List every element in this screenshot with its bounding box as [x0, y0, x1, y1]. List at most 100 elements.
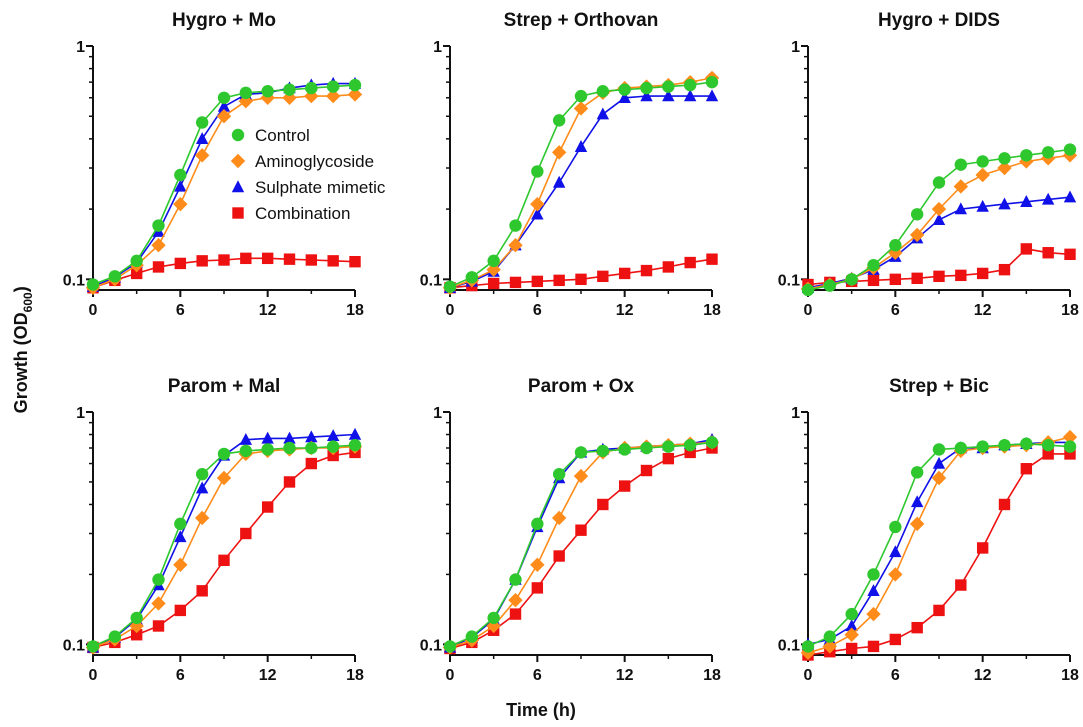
data-point: [240, 527, 252, 540]
data-point: [889, 239, 902, 252]
data-point: [1063, 440, 1077, 453]
chart-panel-2: Strep + Orthovan 0.1 1 0 6 12 18: [420, 10, 721, 319]
data-point: [998, 263, 1011, 276]
legend-marker-triangle: [231, 180, 245, 193]
y-axis-label-text: Growth (OD: [11, 312, 32, 414]
data-point: [326, 440, 340, 453]
data-point: [283, 441, 296, 455]
data-point: [553, 274, 565, 287]
data-point: [597, 270, 609, 283]
data-point: [1041, 146, 1055, 159]
y-tick-label: 0.1: [420, 272, 442, 289]
data-point: [889, 545, 902, 558]
data-point: [932, 443, 946, 456]
data-point: [282, 90, 297, 105]
chart-title: Strep + Bic: [889, 376, 989, 397]
y-tick-label: 1: [433, 39, 442, 56]
data-point: [552, 114, 566, 127]
chart-title: Parom + Ox: [528, 376, 635, 397]
data-point: [349, 255, 361, 268]
data-point: [823, 279, 837, 292]
x-tick-label: 12: [974, 667, 992, 684]
data-point: [305, 430, 318, 443]
data-point: [574, 446, 588, 459]
data-point: [129, 618, 144, 634]
data-point: [486, 618, 501, 634]
y-tick-label: 0.1: [778, 272, 800, 289]
data-point: [465, 630, 479, 643]
x-tick-label: 18: [346, 667, 364, 684]
data-point: [867, 584, 880, 597]
data-point: [909, 516, 925, 532]
data-point: [954, 441, 968, 455]
data-point: [931, 201, 947, 217]
data-point: [618, 443, 631, 456]
data-point: [640, 89, 653, 102]
data-point: [531, 275, 544, 288]
data-point: [305, 457, 318, 470]
data-point: [976, 199, 989, 212]
data-point: [662, 80, 675, 93]
x-tick-label: 18: [703, 667, 721, 684]
data-point: [326, 429, 340, 441]
data-point: [640, 464, 653, 477]
data-point: [705, 75, 719, 89]
data-point: [240, 252, 252, 265]
data-point: [1062, 429, 1078, 445]
data-point: [823, 630, 837, 643]
x-tick-label: 12: [259, 302, 277, 319]
data-point: [867, 258, 880, 272]
data-point: [618, 91, 631, 103]
data-point: [845, 607, 858, 621]
data-point: [597, 498, 609, 511]
data-point: [216, 470, 232, 486]
x-tick-label: 6: [533, 302, 542, 319]
x-tick-label: 18: [346, 302, 364, 319]
data-point: [683, 438, 697, 452]
data-point: [283, 83, 296, 96]
data-point: [152, 573, 165, 586]
data-point: [218, 554, 230, 567]
data-point: [998, 197, 1011, 210]
data-point: [283, 431, 296, 444]
data-point: [487, 254, 500, 268]
y-tick-label: 1: [791, 405, 800, 422]
data-point: [531, 165, 544, 178]
data-point: [108, 270, 122, 283]
data-point: [889, 273, 902, 286]
x-axis-label: Time (h): [506, 700, 576, 720]
data-point: [509, 573, 522, 586]
x-tick-label: 0: [804, 302, 813, 319]
data-point: [508, 592, 523, 608]
data-point: [509, 276, 522, 289]
x-tick-label: 0: [89, 302, 98, 319]
data-point: [998, 498, 1011, 511]
chart-panel-1: Hygro + Mo 0.1 1 0 6 12 18: [63, 10, 364, 319]
data-point: [866, 606, 881, 622]
data-point: [261, 85, 274, 98]
data-point: [325, 88, 341, 104]
data-point: [86, 640, 100, 653]
data-point: [801, 283, 815, 297]
x-tick-label: 12: [259, 667, 277, 684]
y-axis-label-close: ): [11, 286, 32, 293]
data-point: [305, 254, 318, 266]
data-point: [640, 441, 653, 455]
data-point: [261, 501, 274, 513]
data-point: [194, 148, 210, 163]
data-point: [531, 517, 544, 531]
data-point: [130, 267, 143, 280]
data-point: [465, 271, 479, 284]
chart-title: Hygro + DIDS: [878, 10, 1000, 31]
y-tick-label: 0.1: [63, 637, 85, 654]
data-point: [953, 179, 969, 194]
data-point: [845, 273, 858, 286]
data-point: [998, 152, 1011, 165]
legend-marker-diamond: [230, 153, 246, 169]
data-point: [551, 145, 567, 160]
data-point: [573, 468, 589, 484]
data-point: [130, 254, 143, 268]
data-point: [487, 611, 500, 625]
x-tick-label: 0: [446, 302, 455, 319]
data-point: [867, 640, 880, 653]
